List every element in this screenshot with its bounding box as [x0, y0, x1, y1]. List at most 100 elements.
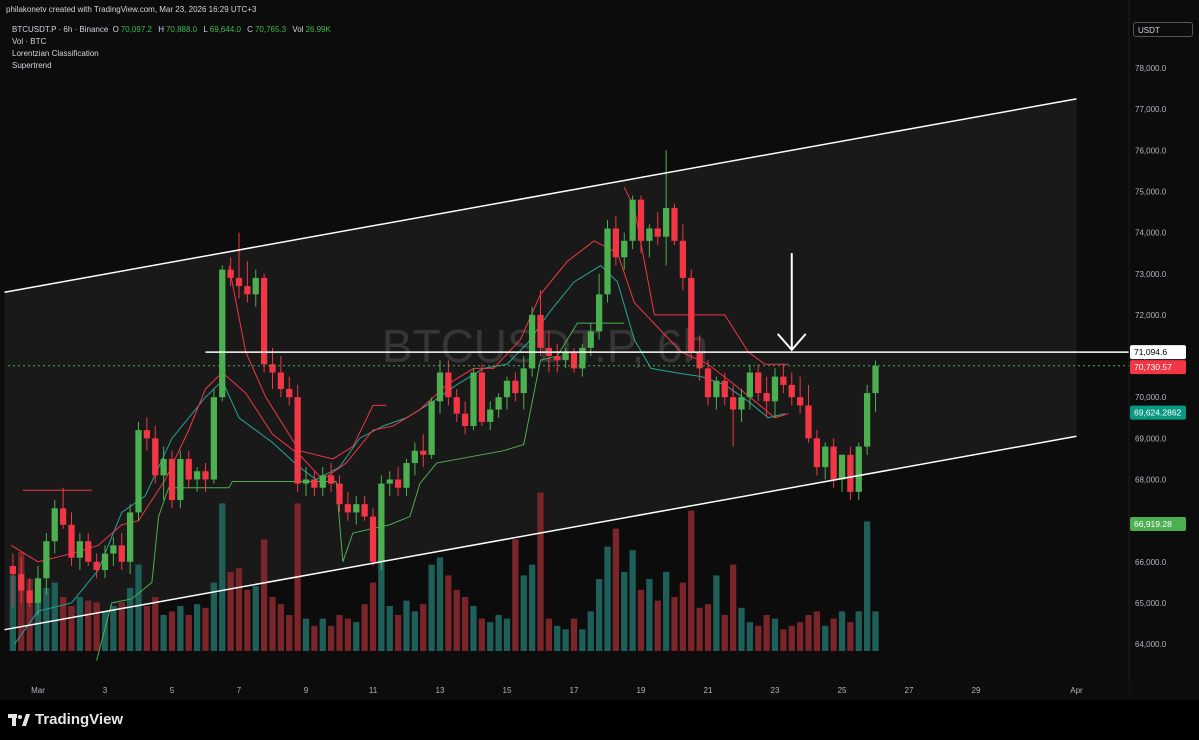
candle-body [445, 372, 452, 398]
volume-bar [872, 611, 879, 651]
ohlc-close: C 70,765.3 [247, 25, 287, 34]
candle-body [403, 463, 410, 488]
volume-bar [160, 615, 167, 651]
candle-body [453, 397, 460, 414]
candle-body [788, 384, 795, 398]
candle-body [771, 376, 779, 402]
candle-body [487, 409, 494, 422]
candle-body [227, 269, 234, 278]
candle-body [679, 240, 687, 278]
indicator-lorentzian[interactable]: Lorentzian Classification [12, 49, 99, 58]
candle-body [629, 199, 636, 241]
volume-bar [235, 568, 243, 651]
currency-button[interactable]: USDT [1133, 22, 1193, 37]
candle-body [394, 479, 402, 488]
x-tick-label: 17 [570, 686, 579, 695]
candle-body [495, 397, 502, 410]
candle-body [470, 372, 477, 427]
volume-bar [679, 582, 687, 651]
candle-body [570, 351, 578, 369]
candle-body [369, 516, 377, 562]
candle-body [353, 504, 360, 513]
author-caption: philakonetv created with TradingView.com… [6, 5, 257, 14]
channel-lower-line[interactable] [4, 435, 1077, 631]
volume-bar [202, 607, 209, 651]
volume-bar [361, 604, 368, 651]
candle-body [18, 574, 25, 591]
x-tick-label: 23 [771, 686, 780, 695]
channel-upper-line[interactable] [4, 98, 1077, 294]
candle-body [855, 446, 862, 492]
candle-body [662, 207, 670, 237]
volume-bar [604, 546, 611, 651]
candle-body [68, 524, 75, 558]
candle-body [386, 479, 393, 484]
candle-body [219, 269, 226, 398]
candle-body [729, 397, 737, 410]
ohlc-high: H 70,888.0 [158, 25, 198, 34]
down-arrow-head[interactable] [776, 333, 807, 352]
candle-body [822, 446, 829, 468]
volume-bar [662, 571, 670, 651]
candle-body [51, 508, 58, 542]
candle-body [671, 207, 678, 241]
candle-body [319, 475, 326, 488]
volume-bar [378, 546, 385, 651]
candle-body [76, 541, 84, 558]
symbol-ohlc-row[interactable]: BTCUSDT.P · 6h · Binance O 70,097.2 H 70,8… [12, 24, 335, 35]
candle-body [763, 393, 770, 402]
candle-body [101, 553, 109, 571]
volume-bar [302, 618, 310, 651]
candle-body [847, 454, 854, 492]
time-axis[interactable] [0, 680, 1129, 700]
volume-bar [386, 606, 393, 651]
volume-bar [227, 571, 234, 651]
candle-body [85, 541, 92, 562]
symbol-label[interactable]: BTCUSDT.P · 6h · Binance [12, 25, 109, 34]
volume-bar [570, 618, 578, 651]
volume-bar [671, 597, 678, 651]
tradingview-brand: TradingView [35, 711, 124, 728]
candle-body [269, 364, 276, 373]
candle-body [327, 475, 335, 484]
volume-bar [830, 618, 837, 651]
volume-bar [621, 571, 628, 651]
volume-bar [813, 611, 821, 651]
volume-bar [654, 600, 661, 651]
candle-body [168, 458, 176, 501]
candle-body [177, 458, 184, 501]
indicator-volume[interactable]: Vol · BTC [12, 37, 47, 46]
volume-bar [528, 564, 536, 651]
price-label-text: 69,624.2862 [1134, 408, 1182, 418]
volume-bar [210, 582, 218, 651]
supertrend-line [228, 265, 387, 460]
volume-bar [26, 579, 33, 651]
volume-bar [311, 625, 318, 651]
volume-bar [43, 588, 50, 651]
tradingview-logo[interactable]: TradingView [8, 711, 123, 728]
volume-bar [595, 579, 603, 651]
volume-bar [76, 597, 84, 651]
volume-bar [637, 589, 645, 651]
volume-bar [487, 622, 494, 651]
candle-body [554, 356, 561, 361]
candle-body [646, 228, 653, 241]
candle-body [746, 372, 754, 398]
price-label-box [1130, 516, 1186, 531]
channel-fill [4, 98, 1077, 630]
candle-body [688, 277, 695, 352]
y-tick-label: 65,000.0 [1135, 599, 1167, 608]
y-tick-label: 75,000.0 [1135, 187, 1167, 196]
candle-body [59, 508, 67, 525]
candle-body [780, 376, 787, 385]
volume-bar [269, 597, 276, 651]
volume-bar [110, 606, 117, 651]
candle-body [528, 314, 536, 369]
y-tick-label: 68,000.0 [1135, 476, 1167, 485]
x-tick-label: 13 [436, 686, 445, 695]
candle-body [336, 483, 343, 505]
candle-body [478, 372, 486, 422]
indicator-supertrend[interactable]: Supertrend [12, 61, 52, 70]
candle-body [813, 438, 821, 468]
